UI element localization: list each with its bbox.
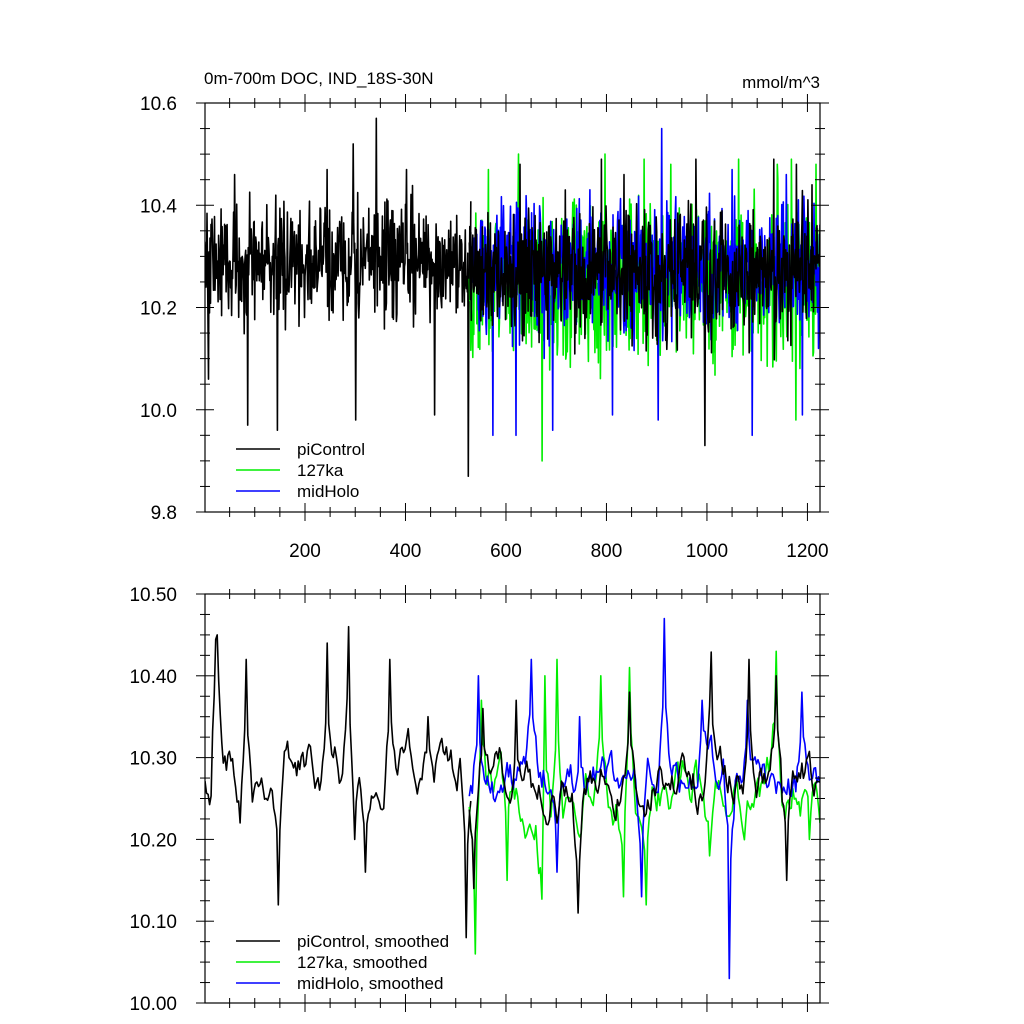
- legend: piControl 127ka midHolo: [236, 440, 365, 501]
- y-tick-label: 10.6: [140, 94, 177, 115]
- y-tick-label: 10.0: [140, 401, 177, 422]
- legend-label: midHolo: [297, 482, 359, 501]
- x-tick-label: 400: [390, 541, 422, 562]
- plot-area: [205, 617, 820, 980]
- x-tick-label: 1200: [786, 541, 828, 562]
- y-tick-label: 9.8: [151, 503, 177, 524]
- series-line-127ka-smoothed: [468, 650, 820, 955]
- y-tick-label: 10.10: [129, 912, 177, 933]
- legend-label: midHolo, smoothed: [297, 974, 443, 993]
- series-line-picontrol: [205, 117, 472, 477]
- bottom-panel: 10.00 10.10 10.20 10.30 10.40 10.50 piControl,…: [129, 585, 829, 1015]
- x-tick-label: 1000: [686, 541, 728, 562]
- chart-title: 0m-700m DOC, IND_18S-30N: [204, 69, 434, 88]
- series-line-midholo: [471, 127, 820, 437]
- y-tick-label: 10.20: [129, 830, 177, 851]
- x-tick-label: 800: [591, 541, 623, 562]
- y-tick-label: 10.50: [129, 585, 177, 606]
- x-tick-label: 200: [289, 541, 321, 562]
- top-panel: 0m-700m DOC, IND_18S-30N mmol/m^3 200 400…: [140, 69, 829, 562]
- series-line-picontrol-smoothed: [205, 625, 472, 939]
- series-line-midholo-smoothed: [468, 617, 820, 980]
- y-tick-label: 10.40: [129, 667, 177, 688]
- y-tick-label: 10.4: [140, 196, 177, 217]
- x-tick-label: 600: [490, 541, 522, 562]
- y-tick-label: 10.2: [140, 299, 177, 320]
- legend-label: piControl: [297, 440, 365, 459]
- legend-label: 127ka, smoothed: [297, 953, 427, 972]
- legend-label: piControl, smoothed: [297, 932, 449, 951]
- series-line-picontrol-overlay: [468, 158, 820, 447]
- y-tick-label: 10.00: [129, 994, 177, 1015]
- legend: piControl, smoothed 127ka, smoothed midHol…: [236, 932, 449, 993]
- y-tick-label: 10.30: [129, 749, 177, 770]
- units-label: mmol/m^3: [742, 73, 820, 92]
- series-line-picontrol-smoothed-overlay: [468, 651, 820, 914]
- legend-label: 127ka: [297, 461, 344, 480]
- plot-area: [205, 117, 820, 477]
